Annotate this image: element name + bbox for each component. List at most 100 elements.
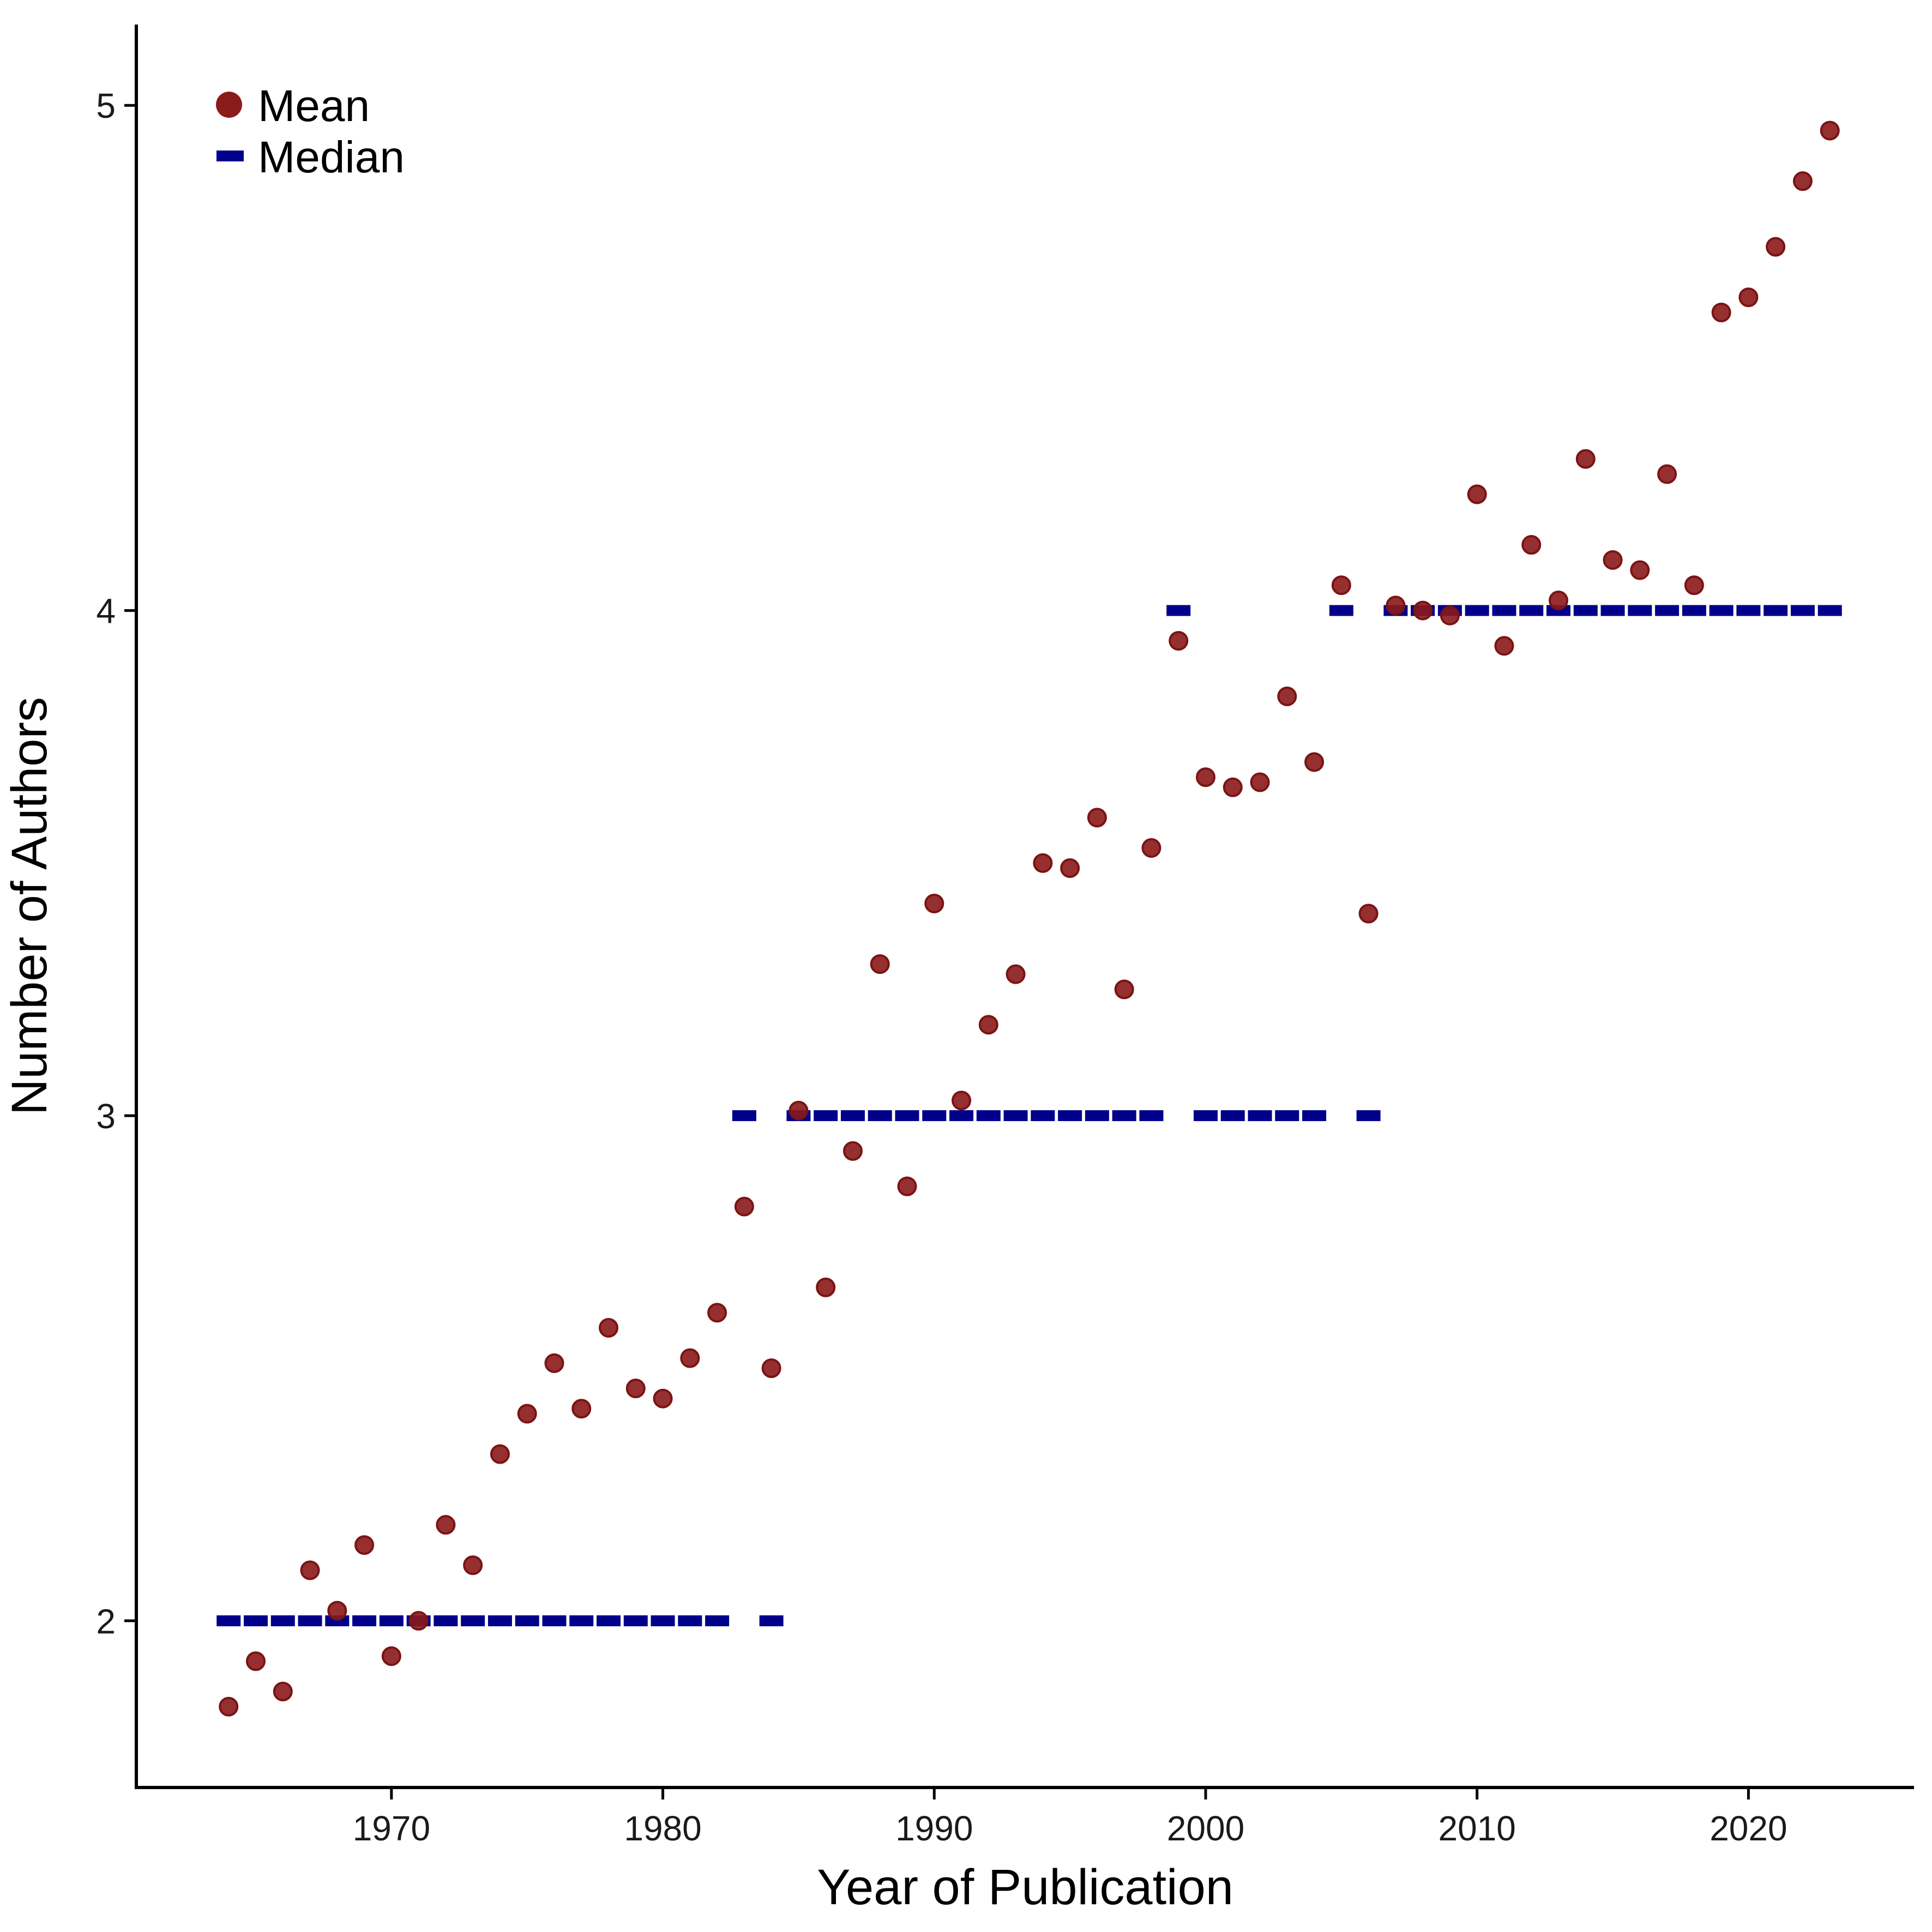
x-tick-label: 1980 bbox=[624, 1809, 701, 1848]
y-tick-label: 2 bbox=[96, 1602, 116, 1641]
median-dash bbox=[298, 1615, 322, 1627]
legend-mean-marker bbox=[216, 92, 242, 118]
x-tick-label: 1990 bbox=[895, 1809, 973, 1848]
median-dash bbox=[759, 1615, 784, 1627]
mean-point bbox=[680, 1348, 700, 1368]
mean-point bbox=[273, 1681, 293, 1701]
median-dash bbox=[1764, 605, 1788, 616]
median-dash bbox=[1166, 605, 1191, 616]
mean-point bbox=[327, 1600, 347, 1621]
mean-point bbox=[544, 1353, 564, 1373]
median-dash bbox=[1573, 605, 1598, 616]
mean-point bbox=[1386, 595, 1406, 616]
median-dash bbox=[651, 1615, 675, 1627]
mean-point bbox=[517, 1404, 537, 1424]
mean-point bbox=[1169, 631, 1189, 651]
median-dash bbox=[1085, 1110, 1109, 1121]
mean-point bbox=[1820, 121, 1840, 141]
mean-point bbox=[1657, 464, 1677, 484]
mean-point bbox=[789, 1100, 809, 1121]
median-dash bbox=[270, 1615, 295, 1627]
mean-point bbox=[1087, 808, 1107, 828]
mean-point bbox=[1413, 600, 1433, 621]
x-tick-label: 2010 bbox=[1438, 1809, 1515, 1848]
mean-point bbox=[1006, 964, 1026, 984]
mean-point bbox=[571, 1399, 592, 1419]
x-axis-ticks: 1970 1980 1990 2000 2010 2020 bbox=[353, 1787, 1787, 1848]
median-dash bbox=[1058, 1110, 1082, 1121]
mean-point bbox=[1684, 575, 1704, 595]
mean-point bbox=[463, 1555, 483, 1575]
mean-point bbox=[707, 1303, 727, 1323]
mean-point bbox=[1467, 484, 1487, 504]
median-dash bbox=[1193, 1110, 1218, 1121]
mean-point bbox=[1792, 171, 1813, 191]
median-dash bbox=[434, 1615, 458, 1627]
mean-point bbox=[408, 1611, 429, 1631]
mean-point bbox=[1440, 605, 1460, 625]
mean-point bbox=[1033, 853, 1053, 873]
legend-mean-label: Mean bbox=[258, 81, 370, 131]
median-dash bbox=[216, 1615, 241, 1627]
median-dash bbox=[1709, 605, 1734, 616]
median-dash bbox=[1356, 1110, 1381, 1121]
median-dash bbox=[379, 1615, 404, 1627]
median-dash bbox=[895, 1110, 919, 1121]
mean-point bbox=[245, 1651, 266, 1671]
y-tick-label: 3 bbox=[96, 1097, 116, 1136]
median-dash bbox=[814, 1110, 838, 1121]
median-dash bbox=[840, 1110, 865, 1121]
mean-series bbox=[219, 121, 1840, 1717]
median-dash bbox=[1139, 1110, 1164, 1121]
mean-point bbox=[842, 1141, 863, 1161]
mean-point bbox=[354, 1535, 375, 1555]
median-dash bbox=[1003, 1110, 1028, 1121]
median-dash bbox=[1682, 605, 1706, 616]
mean-point bbox=[1630, 560, 1650, 580]
mean-point bbox=[978, 1015, 998, 1035]
median-dash bbox=[1790, 605, 1815, 616]
mean-point bbox=[952, 1091, 972, 1111]
mean-point bbox=[1494, 636, 1514, 656]
mean-point bbox=[1250, 772, 1270, 792]
mean-point bbox=[1277, 687, 1297, 707]
median-dash bbox=[976, 1110, 1001, 1121]
mean-point bbox=[924, 893, 944, 913]
median-dash bbox=[1655, 605, 1680, 616]
mean-point bbox=[1331, 575, 1351, 595]
median-dash bbox=[542, 1615, 567, 1627]
mean-point bbox=[897, 1176, 917, 1196]
mean-point bbox=[1060, 858, 1080, 878]
median-dash bbox=[1220, 1110, 1245, 1121]
median-dash bbox=[1465, 605, 1489, 616]
mean-point bbox=[625, 1379, 646, 1399]
plot-area bbox=[216, 121, 1842, 1717]
median-dash bbox=[461, 1615, 485, 1627]
mean-point bbox=[1549, 591, 1568, 611]
median-dash bbox=[515, 1615, 539, 1627]
legend: Mean Median bbox=[216, 81, 405, 182]
mean-point bbox=[653, 1388, 673, 1409]
median-dash bbox=[922, 1110, 947, 1121]
mean-point bbox=[1195, 767, 1215, 787]
mean-point bbox=[870, 954, 890, 974]
median-dash bbox=[1600, 605, 1625, 616]
mean-point bbox=[1711, 303, 1731, 323]
median-dash bbox=[949, 1110, 974, 1121]
mean-point bbox=[734, 1196, 754, 1217]
mean-point bbox=[1304, 752, 1325, 772]
median-dash bbox=[705, 1615, 730, 1627]
median-dash bbox=[243, 1615, 268, 1627]
mean-point bbox=[1521, 535, 1542, 555]
mean-point bbox=[599, 1318, 619, 1338]
median-dash bbox=[1817, 605, 1842, 616]
y-axis-title: Number of Authors bbox=[2, 697, 57, 1115]
median-dash bbox=[597, 1615, 621, 1627]
median-dash bbox=[487, 1615, 512, 1627]
median-dash bbox=[678, 1615, 702, 1627]
x-tick-label: 1970 bbox=[353, 1809, 430, 1848]
median-dash bbox=[1492, 605, 1516, 616]
y-tick-label: 4 bbox=[96, 592, 116, 631]
